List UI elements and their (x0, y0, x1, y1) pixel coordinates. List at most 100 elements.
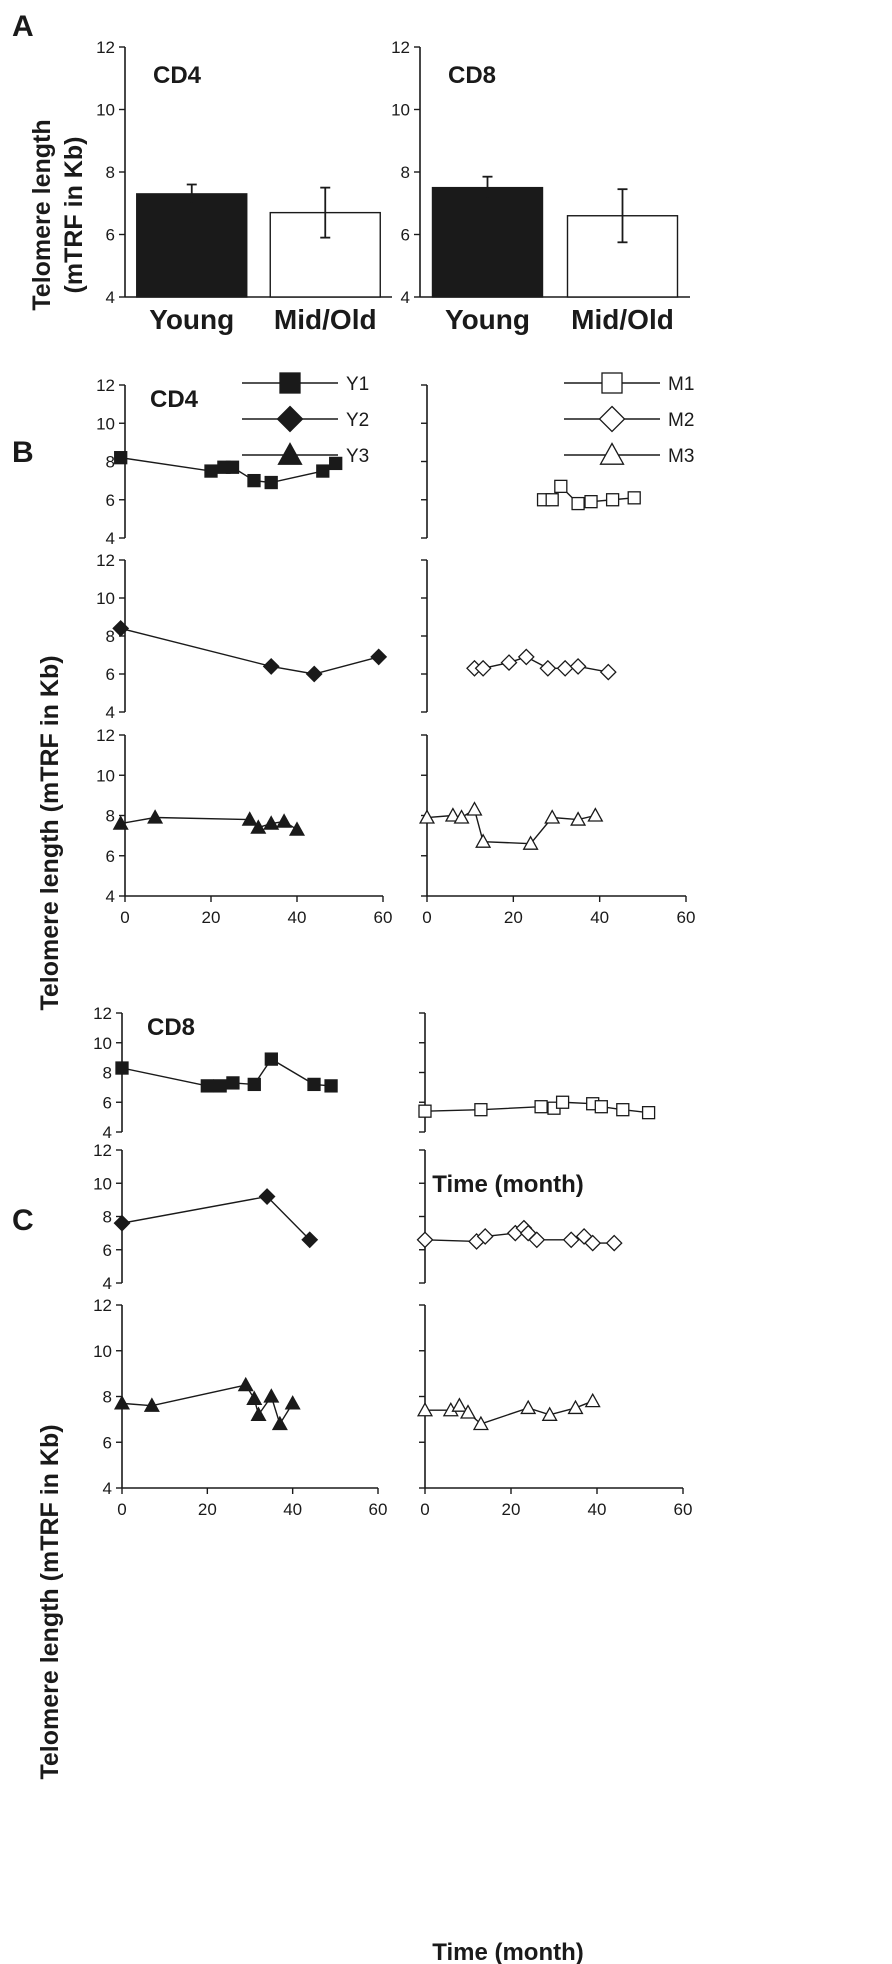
c-cd8-young-y2-ytick-label-6: 6 (103, 1241, 112, 1260)
c-cd8-young-y3-point-0 (113, 1395, 131, 1410)
c-cd8-young-y3-point-7 (284, 1395, 301, 1410)
c-cd8-mid-m3-point-7 (567, 1399, 584, 1415)
b-cd4-mid-legend-marker-m3 (599, 442, 625, 465)
c-cd8-mid-m2-point-6 (528, 1231, 546, 1249)
c-cd8-young-y1-ytick-label-6: 6 (103, 1093, 112, 1112)
b-cd4-mid-xtick-label-40: 40 (590, 908, 609, 927)
b-cd4-young-y3-ytick-label-4: 4 (106, 887, 115, 906)
c-cd8-young-xtick-label-0: 0 (117, 1500, 126, 1519)
c-cd8-young-y1-point-2 (213, 1079, 227, 1093)
b-cd4-young-y1-point-3 (225, 460, 240, 474)
c-cd8-young-y3-point-2 (237, 1376, 254, 1392)
b-cd4-young-y2-ytick-label-8: 8 (106, 627, 115, 646)
c-cd8-mid-m3-point-2 (451, 1397, 468, 1412)
b-cd4-young-legend-label-y1: Y1 (346, 374, 369, 395)
b-cd4-mid-m3-point-2 (453, 809, 470, 824)
ylabel-panel-c: Telomere length (mTRF in Kb) (36, 1424, 64, 1779)
panel-letter-a: A (12, 10, 34, 43)
c-cd8-mid-m1-point-1 (474, 1103, 488, 1117)
b-cd4-young-y1-point-6 (316, 464, 330, 478)
c-cd8-young-y1-ytick-label-10: 10 (93, 1034, 112, 1053)
c-cd8-young-y2-point-2 (301, 1231, 319, 1249)
b-cd4-young-legend-marker-y2 (276, 405, 304, 433)
panel-letter-c: C (12, 1204, 34, 1237)
b-cd4-young-xtick-label-60: 60 (374, 908, 393, 927)
c-cd8-young-y1-ytick-label-12: 12 (93, 1004, 112, 1023)
b-cd4-young-y1-ytick-label-4: 4 (106, 529, 115, 548)
b-cd4-mid-m2-point-5 (556, 659, 574, 677)
b-cd4-mid-m3-point-1 (444, 807, 461, 822)
c-cd8-young-y1-point-0 (115, 1061, 129, 1075)
b-cd4-young-y3-point-6 (288, 821, 306, 836)
a-cd4-ytick-label-12: 12 (96, 38, 115, 57)
c-cd8-young-y3-ytick-label-12: 12 (93, 1296, 112, 1315)
b-cd4-young-y2-point-2 (305, 665, 323, 683)
b-cd4-young-y3-point-4 (263, 815, 280, 830)
xlabel-panel-b: Time (month) (432, 1171, 584, 1198)
b-cd4-mid-m3-point-0 (418, 809, 436, 824)
ylabel-panel-a-line2: (mTRF in Kb) (60, 137, 88, 294)
b-cd4-mid-legend-label-m2: M2 (668, 410, 694, 431)
b-cd4-young-y3-ytick-label-10: 10 (96, 766, 115, 785)
b-cd4-young-xtick-label-20: 20 (202, 908, 221, 927)
c-cd8-young-y3-ytick-label-4: 4 (103, 1479, 112, 1498)
b-cd4-young-y2-ytick-label-4: 4 (106, 703, 115, 722)
b-cd4-young-y3-ytick-label-6: 6 (106, 847, 115, 866)
c-cd8-young-xtick-label-40: 40 (283, 1500, 302, 1519)
c-cd8-young-y3-point-6 (271, 1415, 288, 1431)
c-cd8-young-xtick-label-60: 60 (369, 1500, 388, 1519)
a-cd4-ytick-label-10: 10 (96, 101, 115, 120)
b-cd4-mid-legend-marker-m2 (598, 405, 626, 433)
b-cd4-young-y2-series-line (120, 627, 379, 675)
b-cd4-young-y1-point-0 (114, 451, 128, 465)
c-cd8-young-y2-ytick-label-10: 10 (93, 1174, 112, 1193)
b-cd4-mid-m2-point-2 (500, 654, 518, 672)
b-cd4-young-legend-marker-y1 (279, 372, 301, 394)
a-cd8-bar-0 (431, 186, 544, 298)
b-cd4-mid-m1-point-2 (554, 479, 568, 494)
a-cd4-bar-0 (136, 193, 248, 298)
a-cd8-ytick-label-6: 6 (401, 226, 410, 245)
b-cd4-young-y1-point-1 (204, 464, 218, 478)
b-cd4-young-y2-point-3 (370, 648, 388, 666)
b-cd4-mid-xtick-label-0: 0 (422, 908, 431, 927)
b-cd4-mid-legend-label-m3: M3 (668, 446, 694, 467)
b-cd4-mid-xtick-label-60: 60 (677, 908, 696, 927)
c-cd8-mid-m1-point-4 (555, 1095, 570, 1109)
b-cd4-young-y3-point-1 (147, 809, 164, 824)
b-cd4-mid-m1-point-3 (571, 496, 585, 511)
b-cd4-mid-m3-point-8 (587, 807, 604, 822)
c-cd8-mid-m2-point-9 (584, 1234, 602, 1252)
c-cd8-young-y2-series-line (121, 1195, 311, 1241)
c-cd8-young-y2-point-0 (113, 1214, 131, 1232)
c-cd8-mid-m3-point-6 (541, 1406, 558, 1421)
a-cd4-ytick-label-6: 6 (106, 226, 115, 245)
b-cd4-young-y3-ytick-label-8: 8 (106, 807, 115, 826)
a-cd4-ytick-label-8: 8 (106, 163, 115, 182)
c-cd8-young-y3-point-5 (263, 1388, 280, 1403)
c-cd8-young-y2-ytick-label-12: 12 (93, 1141, 112, 1160)
b-cd4-young-y1-point-5 (264, 475, 278, 490)
c-cd8-mid-m3-point-4 (472, 1415, 489, 1431)
b-cd4-young-y3-point-5 (276, 813, 293, 828)
c-cd8-young-y3-ytick-label-8: 8 (103, 1388, 112, 1407)
b-cd4-young-y1-point-7 (329, 456, 343, 471)
b-cd4-young-xtick-label-0: 0 (120, 908, 129, 927)
b-cd4-mid-m2-point-6 (569, 657, 587, 675)
c-cd8-mid-m3-point-8 (584, 1392, 601, 1408)
b-cd4-mid-m2-point-1 (474, 659, 492, 677)
c-cd8-mid-m2-point-2 (476, 1228, 494, 1245)
c-cd8-mid-m1-point-0 (418, 1104, 432, 1118)
b-cd4-mid-m1-point-5 (605, 493, 620, 507)
b-cd4-mid-m3-point-5 (522, 835, 539, 850)
b-cd4-young-y3-point-3 (250, 819, 267, 834)
c-cd8-mid-m1-point-8 (641, 1106, 656, 1120)
b-cd4-young-title: CD4 (150, 386, 199, 413)
b-cd4-mid-m3-point-3 (466, 801, 483, 816)
c-cd8-young-y3-ytick-label-10: 10 (93, 1342, 112, 1361)
c-cd8-young-y3-point-4 (250, 1406, 267, 1421)
c-cd8-young-y1-point-4 (247, 1077, 261, 1092)
c-cd8-mid-xtick-label-20: 20 (502, 1500, 521, 1519)
b-cd4-young-y2-ytick-label-10: 10 (96, 589, 115, 608)
